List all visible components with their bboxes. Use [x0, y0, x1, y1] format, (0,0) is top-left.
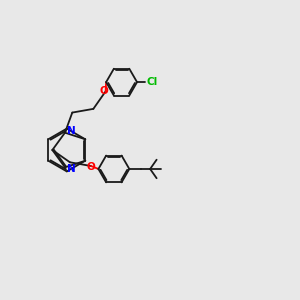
- Text: N: N: [67, 127, 76, 136]
- Text: O: O: [100, 86, 109, 96]
- Text: Cl: Cl: [147, 77, 158, 87]
- Text: O: O: [87, 162, 95, 172]
- Text: N: N: [67, 164, 76, 174]
